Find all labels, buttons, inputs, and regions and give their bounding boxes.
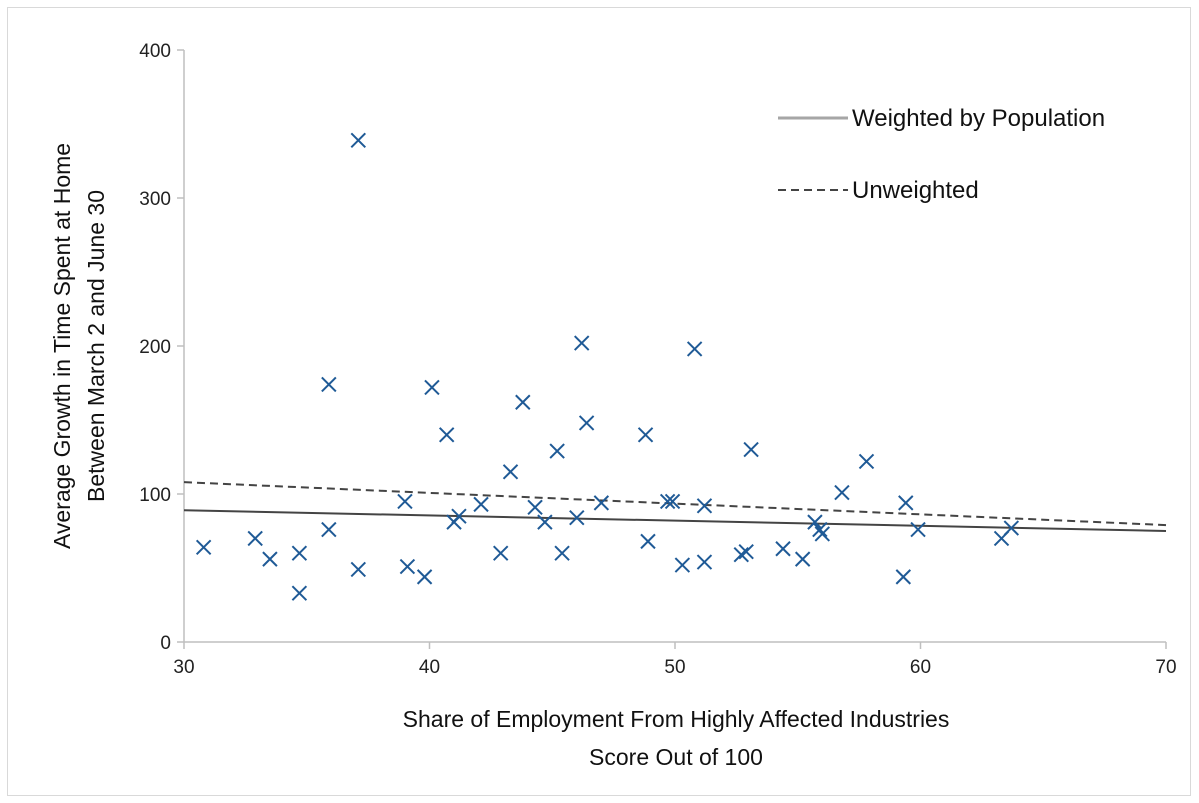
data-point	[195, 539, 212, 555]
data-point	[895, 569, 912, 585]
data-point	[321, 521, 337, 538]
data-point	[743, 441, 759, 458]
data-point	[549, 443, 565, 459]
data-point	[350, 132, 367, 148]
data-point	[569, 509, 585, 526]
data-point	[775, 541, 791, 557]
data-point	[898, 495, 914, 511]
y-axis-title-line-2: Between March 2 and June 30	[83, 190, 109, 502]
data-point	[424, 379, 440, 396]
data-point	[262, 551, 278, 567]
legend-label-unweighted: Unweighted	[852, 177, 979, 204]
data-point	[814, 526, 831, 542]
data-point	[291, 585, 308, 601]
y-tick-label: 100	[139, 485, 171, 506]
x-axis-title-line-2: Score Out of 100	[589, 744, 763, 770]
y-axis-title-line-1: Average Growth in Time Spent at Home	[49, 143, 75, 549]
y-tick-label: 0	[160, 633, 171, 654]
data-point	[451, 508, 467, 524]
trendlines	[183, 481, 1167, 532]
data-point	[686, 341, 703, 357]
data-point	[637, 427, 654, 443]
legend-label-weighted: Weighted by Population	[852, 105, 1105, 132]
data-point	[807, 514, 823, 530]
data-point	[593, 495, 610, 511]
data-point	[574, 335, 590, 351]
data-point	[247, 530, 263, 547]
data-point	[910, 521, 926, 538]
trendline-unweighted	[183, 481, 1167, 527]
y-tick-label: 400	[139, 41, 171, 62]
x-tick-label: 60	[910, 657, 931, 678]
data-point	[696, 554, 713, 570]
data-point	[397, 493, 413, 510]
x-axis-title: Share of Employment From Highly Affected…	[403, 706, 950, 770]
data-point	[350, 561, 367, 578]
x-axis-title-line-1: Share of Employment From Highly Affected…	[403, 706, 950, 732]
y-tick-label: 200	[139, 337, 171, 358]
data-point	[664, 493, 681, 510]
x-tick-label: 70	[1155, 657, 1176, 678]
x-tick-label: 40	[419, 657, 440, 678]
data-point	[733, 546, 749, 563]
chart-frame	[7, 7, 1191, 796]
legend: Weighted by Population Unweighted	[778, 105, 1105, 204]
data-point	[794, 551, 811, 567]
x-axis: 30 40 50 60 70	[173, 641, 1177, 678]
data-point	[834, 484, 850, 501]
y-axis: 0 100 200 300 400	[139, 41, 185, 654]
data-point	[291, 545, 308, 561]
data-point	[492, 545, 509, 561]
data-point	[502, 464, 519, 480]
data-point	[473, 496, 489, 513]
data-point	[812, 521, 828, 538]
data-point	[416, 569, 433, 585]
data-point	[674, 557, 691, 573]
trendline-weighted	[183, 509, 1167, 532]
data-point	[554, 545, 570, 561]
data-point	[858, 453, 875, 470]
data-point	[537, 514, 553, 530]
data-point	[659, 493, 676, 510]
data-point	[738, 544, 754, 560]
data-point	[399, 558, 416, 575]
x-tick-label: 50	[664, 657, 685, 678]
data-point	[527, 499, 543, 516]
y-axis-title: Average Growth in Time Spent at Home Bet…	[49, 143, 109, 549]
y-tick-label: 300	[139, 189, 171, 210]
data-point	[1003, 520, 1020, 536]
data-point	[640, 533, 656, 550]
data-point	[321, 376, 337, 393]
data-points	[195, 132, 1020, 601]
data-point	[438, 427, 455, 443]
data-point	[515, 394, 531, 410]
data-point	[696, 498, 713, 514]
data-point	[578, 415, 595, 431]
x-tick-label: 30	[173, 657, 194, 678]
